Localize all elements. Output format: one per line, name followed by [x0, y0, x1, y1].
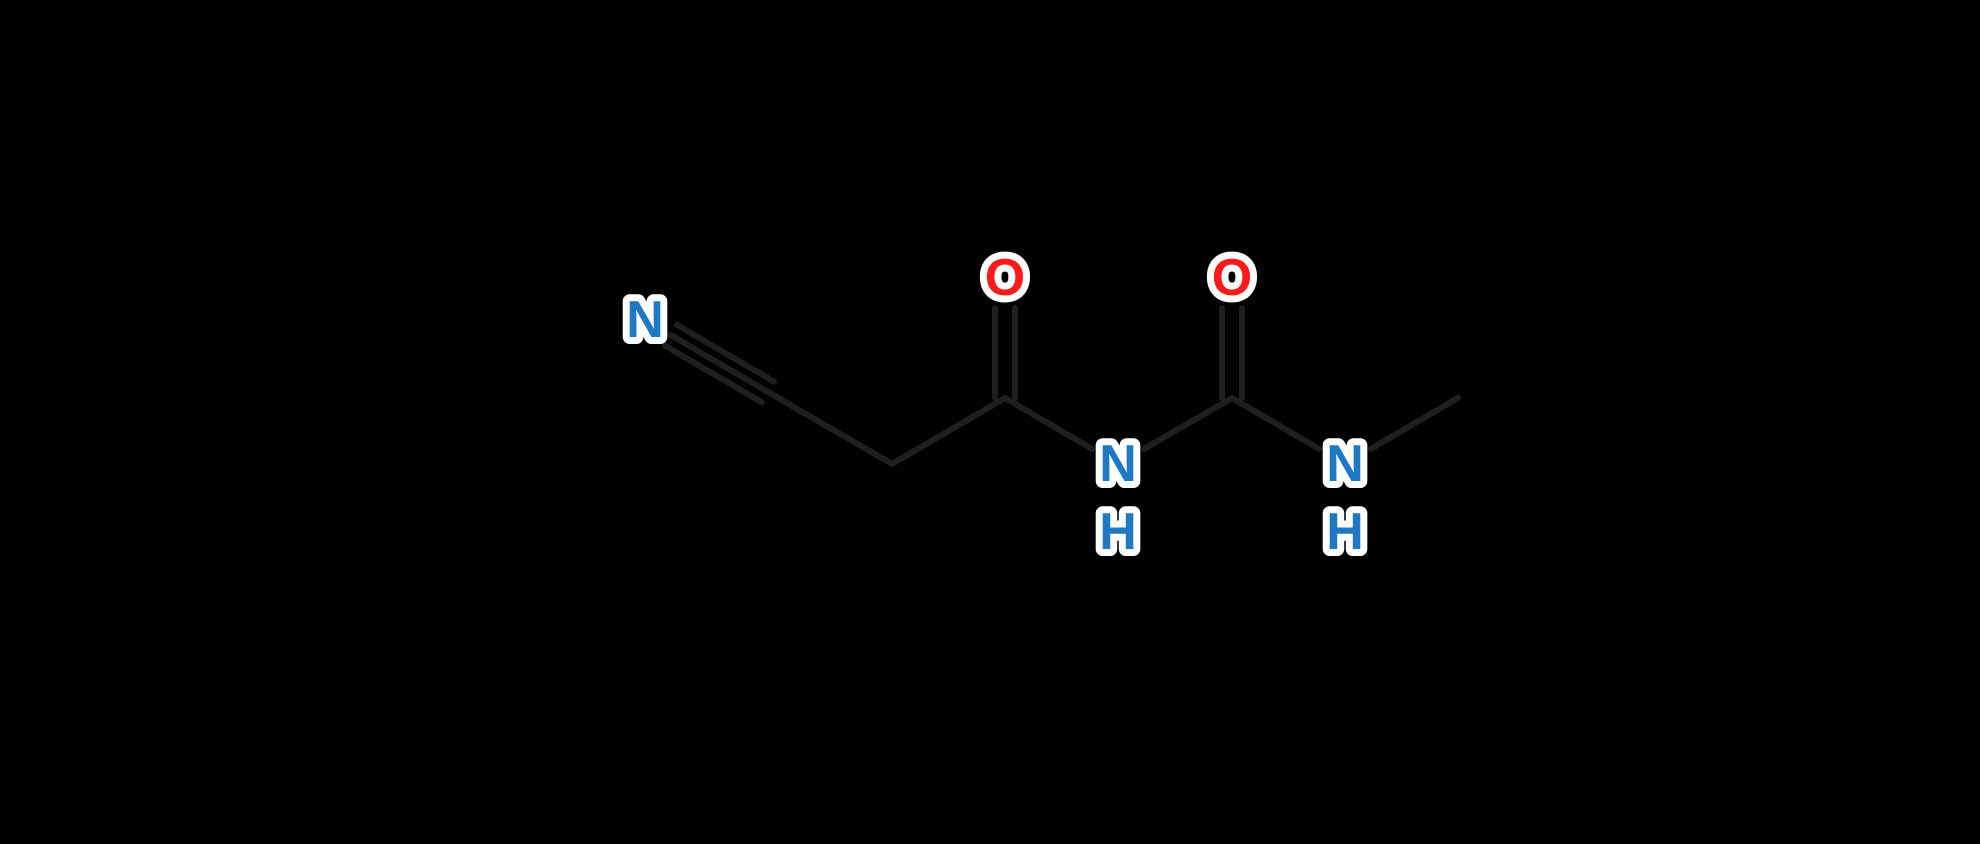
atom-label-N_amide1: N: [1099, 435, 1137, 493]
bond: [671, 335, 768, 392]
bond: [892, 398, 1005, 464]
bond: [677, 325, 774, 382]
atom-label-N_urea-H: H: [1326, 503, 1364, 561]
molecule-diagram: NNOONNHHOONNHH: [0, 0, 1980, 844]
atom-label-N_urea: N: [1326, 435, 1364, 493]
bond: [1371, 398, 1458, 449]
bond: [1005, 398, 1092, 449]
atom-label-O_amide1: O: [985, 249, 1025, 307]
bond: [1232, 398, 1319, 449]
bond: [1144, 398, 1232, 449]
bond: [665, 346, 762, 403]
atom-label-N_nitrile: N: [626, 291, 664, 349]
atom-label-O_urea: O: [1212, 249, 1252, 307]
atom-label-N_amide1-H: H: [1099, 503, 1137, 561]
bond: [768, 392, 892, 464]
